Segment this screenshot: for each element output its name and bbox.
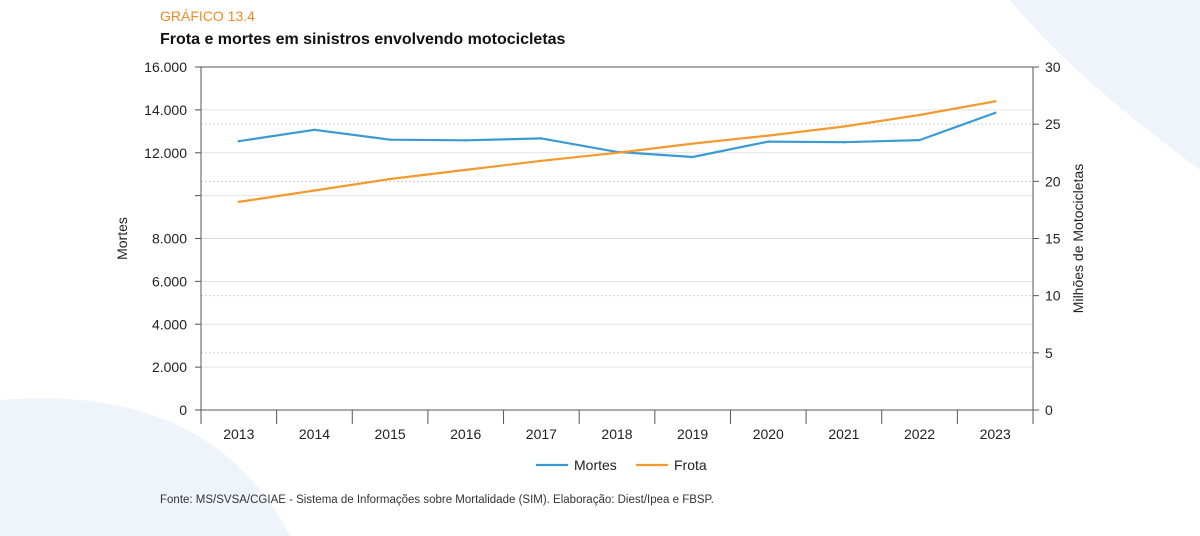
data-point-mortes bbox=[918, 138, 921, 142]
x-tick-label: 2021 bbox=[828, 426, 859, 442]
y-left-tick-label: 14.000 bbox=[144, 102, 187, 118]
y-right-axis-title: Milhões de Motocicletas bbox=[1070, 164, 1086, 313]
data-point-mortes bbox=[540, 137, 543, 140]
y-right-tick-label: 20 bbox=[1045, 173, 1061, 189]
data-point-frota bbox=[767, 134, 770, 137]
data-point-mortes bbox=[691, 155, 694, 159]
data-point-frota bbox=[313, 189, 316, 192]
x-tick-label: 2023 bbox=[980, 426, 1011, 442]
x-tick-label: 2015 bbox=[375, 426, 406, 442]
y-left-tick-label: 2.000 bbox=[152, 359, 187, 375]
y-right-tick-label: 30 bbox=[1045, 59, 1061, 75]
y-left-tick-label: 12.000 bbox=[144, 145, 187, 161]
x-tick-label: 2016 bbox=[450, 426, 481, 442]
data-point-mortes bbox=[313, 128, 316, 132]
data-point-frota bbox=[842, 125, 846, 128]
y-right-tick-label: 10 bbox=[1045, 288, 1061, 304]
source-note: Fonte: MS/SVSA/CGIAE - Sistema de Inform… bbox=[160, 494, 714, 506]
data-point-frota bbox=[918, 113, 921, 117]
y-right-tick-label: 15 bbox=[1045, 231, 1061, 247]
y-right-tick-label: 25 bbox=[1045, 116, 1061, 132]
x-tick-label: 2018 bbox=[601, 426, 632, 442]
data-point-frota bbox=[993, 100, 997, 103]
y-left-tick-label: 0 bbox=[179, 402, 187, 418]
legend-label-mortes: Mortes bbox=[574, 457, 617, 473]
data-point-mortes bbox=[842, 141, 846, 144]
data-point-mortes bbox=[767, 140, 770, 143]
legend-label-frota: Frota bbox=[674, 457, 707, 473]
data-point-mortes bbox=[388, 138, 392, 141]
data-point-frota bbox=[237, 200, 241, 204]
x-tick-label: 2019 bbox=[677, 426, 708, 442]
data-point-frota bbox=[464, 168, 467, 172]
y-right-tick-label: 5 bbox=[1045, 345, 1053, 361]
y-left-tick-label: 16.000 bbox=[144, 59, 187, 75]
x-tick-label: 2022 bbox=[904, 426, 935, 442]
y-right-tick-label: 0 bbox=[1045, 402, 1053, 418]
data-point-frota bbox=[388, 177, 392, 181]
data-point-frota bbox=[540, 159, 543, 162]
y-left-tick-label: 8.000 bbox=[152, 231, 187, 247]
chart-label: GRÁFICO 13.4 bbox=[160, 8, 255, 24]
x-tick-label: 2020 bbox=[753, 426, 784, 442]
data-point-frota bbox=[691, 142, 694, 145]
series-line-mortes bbox=[237, 111, 997, 159]
y-left-tick-label: 4.000 bbox=[152, 316, 187, 332]
chart-title: Frota e mortes em sinistros envolvendo m… bbox=[160, 31, 566, 48]
y-left-tick-label: 6.000 bbox=[152, 273, 187, 289]
data-point-mortes bbox=[464, 139, 467, 142]
x-tick-label: 2017 bbox=[526, 426, 557, 442]
data-point-frota bbox=[615, 151, 619, 154]
data-point-mortes bbox=[237, 139, 241, 143]
y-left-axis-title: Mortes bbox=[114, 217, 130, 260]
data-point-mortes bbox=[993, 111, 997, 115]
x-tick-label: 2014 bbox=[299, 426, 330, 442]
x-tick-label: 2013 bbox=[223, 426, 254, 442]
